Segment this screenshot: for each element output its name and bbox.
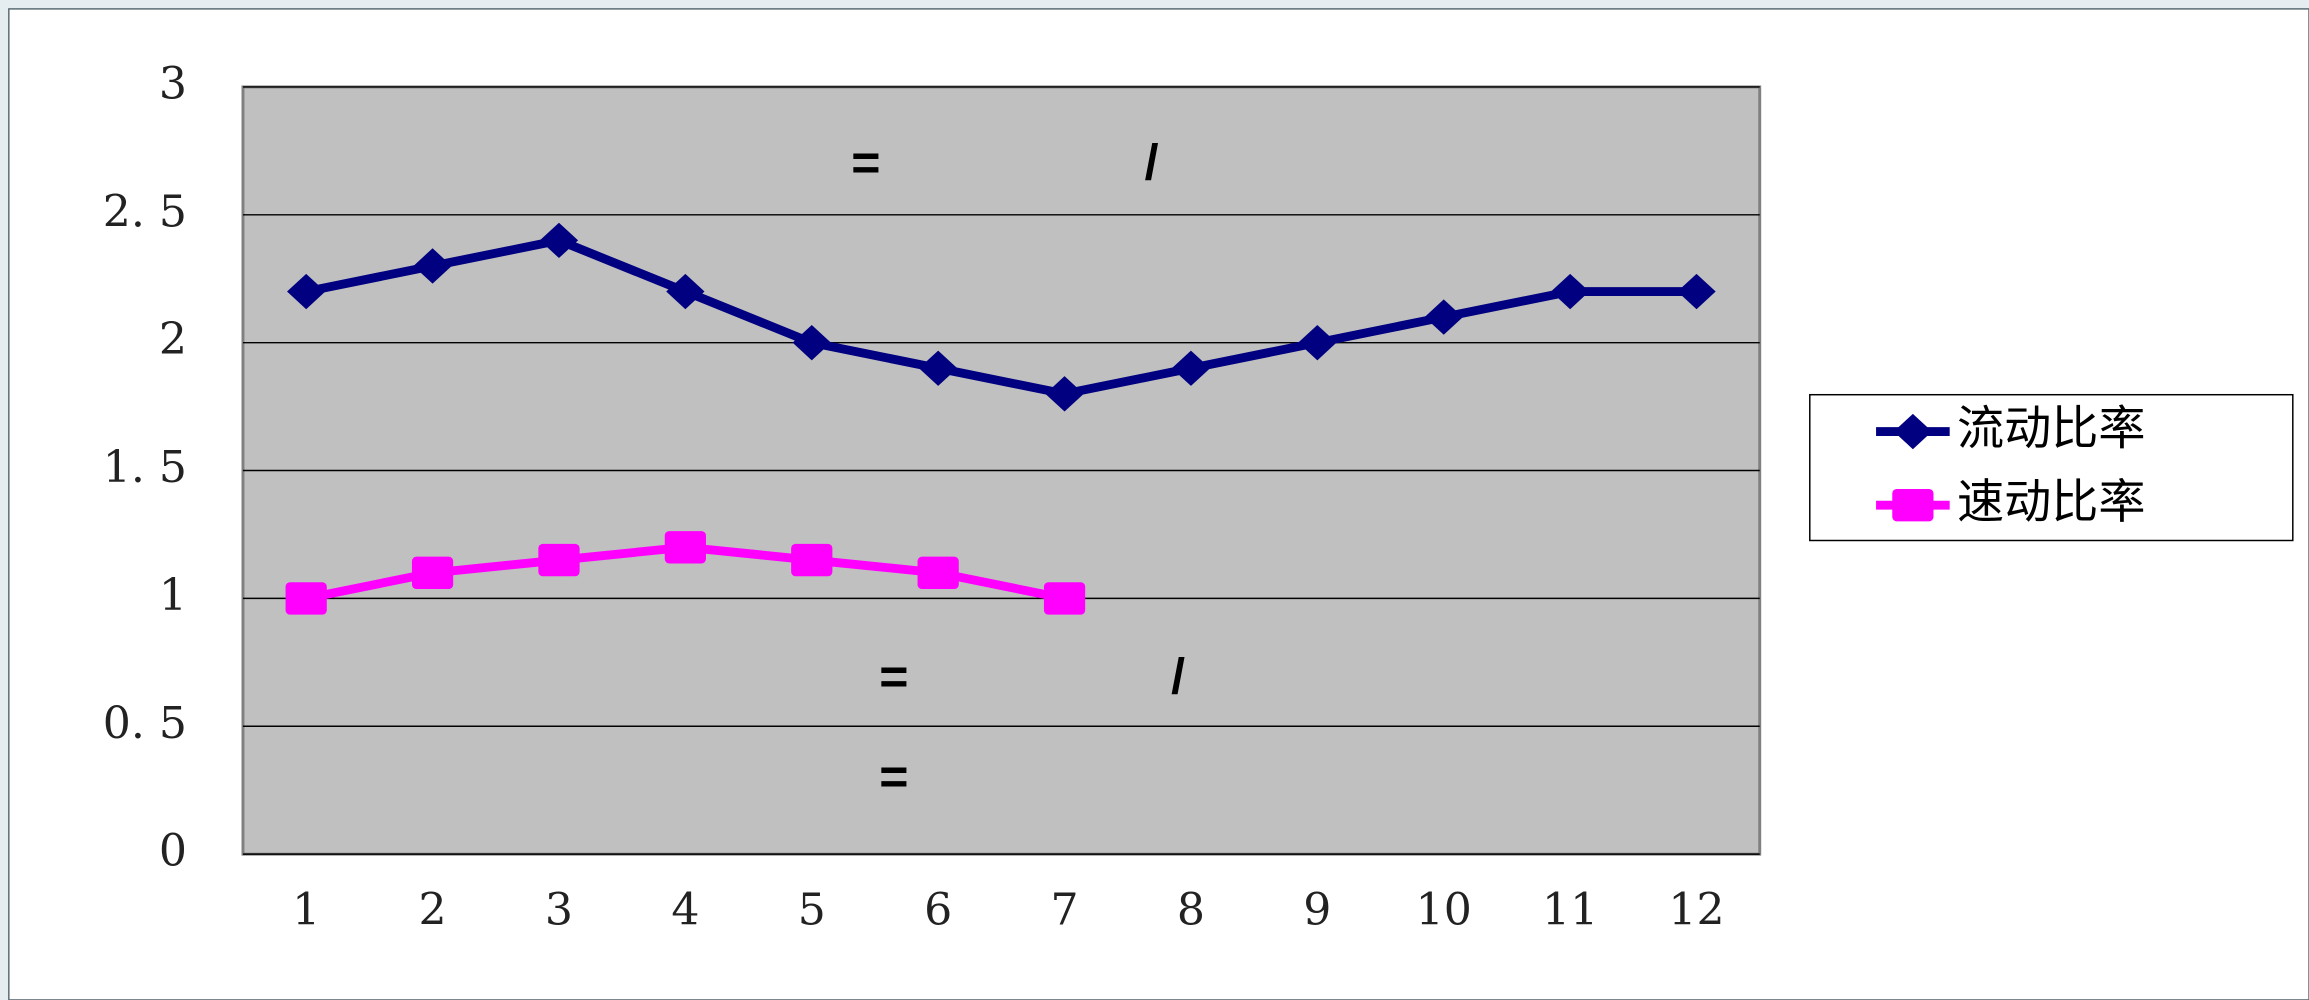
x-tick-label: 9 bbox=[1303, 885, 1331, 936]
point bbox=[285, 582, 327, 615]
point bbox=[791, 543, 833, 577]
x-tick-label: 10 bbox=[1416, 885, 1472, 936]
legend-label: 速动比率 bbox=[1957, 475, 2145, 530]
x-tick-label: 2 bbox=[419, 885, 447, 936]
point bbox=[917, 556, 959, 590]
point bbox=[1298, 325, 1337, 361]
y-tick-label: 2 bbox=[159, 314, 187, 365]
x-tick-label: 8 bbox=[1177, 885, 1205, 936]
x-tick-label: 12 bbox=[1668, 885, 1724, 936]
annotation: = bbox=[851, 135, 880, 191]
point bbox=[1043, 582, 1086, 615]
y-tick-label: 0 bbox=[159, 826, 187, 877]
point bbox=[411, 556, 454, 590]
legend-box bbox=[1809, 393, 2294, 542]
y-tick-label: 3 bbox=[159, 58, 187, 109]
x-tick-label: 3 bbox=[545, 885, 573, 936]
point bbox=[664, 531, 706, 564]
x-tick-label: 1 bbox=[292, 885, 320, 936]
annotation: = bbox=[879, 749, 908, 805]
point bbox=[539, 222, 579, 259]
y-tick-label: 1 bbox=[159, 570, 187, 621]
x-tick-label: 6 bbox=[924, 885, 952, 936]
point bbox=[792, 325, 831, 361]
legend-marker bbox=[1893, 413, 1933, 450]
series-line bbox=[305, 235, 1697, 399]
point bbox=[1045, 376, 1084, 412]
x-tick-label: 4 bbox=[671, 885, 699, 936]
y-tick-label: 2. 5 bbox=[103, 186, 187, 237]
legend-label: 流动比率 bbox=[1957, 402, 2145, 457]
annotation: / bbox=[1171, 649, 1185, 705]
legend-marker bbox=[1892, 488, 1934, 522]
y-tick-label: 1. 5 bbox=[103, 442, 187, 493]
annotation: = bbox=[879, 649, 908, 705]
point bbox=[538, 543, 580, 577]
point bbox=[1424, 299, 1463, 335]
x-tick-label: 5 bbox=[798, 885, 826, 936]
annotation: / bbox=[1145, 135, 1159, 191]
x-tick-label: 7 bbox=[1051, 885, 1079, 936]
y-tick-label: 0. 5 bbox=[103, 698, 187, 749]
x-tick-label: 11 bbox=[1542, 885, 1598, 936]
